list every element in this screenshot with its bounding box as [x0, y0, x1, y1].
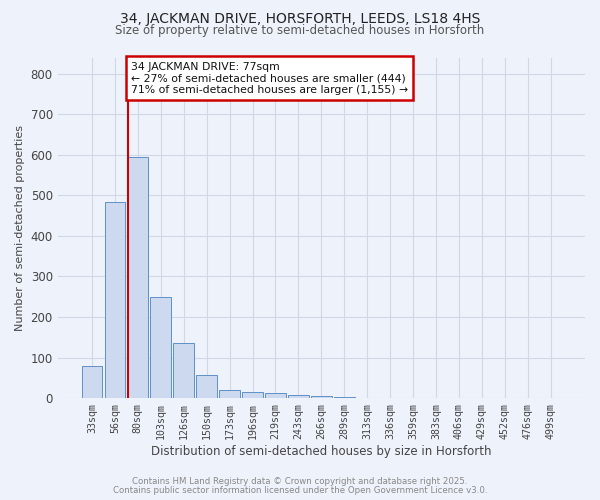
Bar — [82, 366, 102, 398]
Text: 34, JACKMAN DRIVE, HORSFORTH, LEEDS, LS18 4HS: 34, JACKMAN DRIVE, HORSFORTH, LEEDS, LS1… — [120, 12, 480, 26]
Bar — [196, 375, 217, 398]
X-axis label: Distribution of semi-detached houses by size in Horsforth: Distribution of semi-detached houses by … — [151, 444, 491, 458]
Text: Contains public sector information licensed under the Open Government Licence v3: Contains public sector information licen… — [113, 486, 487, 495]
Text: Size of property relative to semi-detached houses in Horsforth: Size of property relative to semi-detach… — [115, 24, 485, 37]
Bar — [288, 395, 309, 398]
Text: 34 JACKMAN DRIVE: 77sqm
← 27% of semi-detached houses are smaller (444)
71% of s: 34 JACKMAN DRIVE: 77sqm ← 27% of semi-de… — [131, 62, 408, 95]
Bar — [265, 393, 286, 398]
Bar — [311, 396, 332, 398]
Bar — [104, 202, 125, 398]
Bar — [219, 390, 240, 398]
Text: Contains HM Land Registry data © Crown copyright and database right 2025.: Contains HM Land Registry data © Crown c… — [132, 477, 468, 486]
Y-axis label: Number of semi-detached properties: Number of semi-detached properties — [15, 125, 25, 331]
Bar — [128, 157, 148, 398]
Bar — [242, 392, 263, 398]
Bar — [151, 296, 171, 398]
Bar — [173, 344, 194, 398]
